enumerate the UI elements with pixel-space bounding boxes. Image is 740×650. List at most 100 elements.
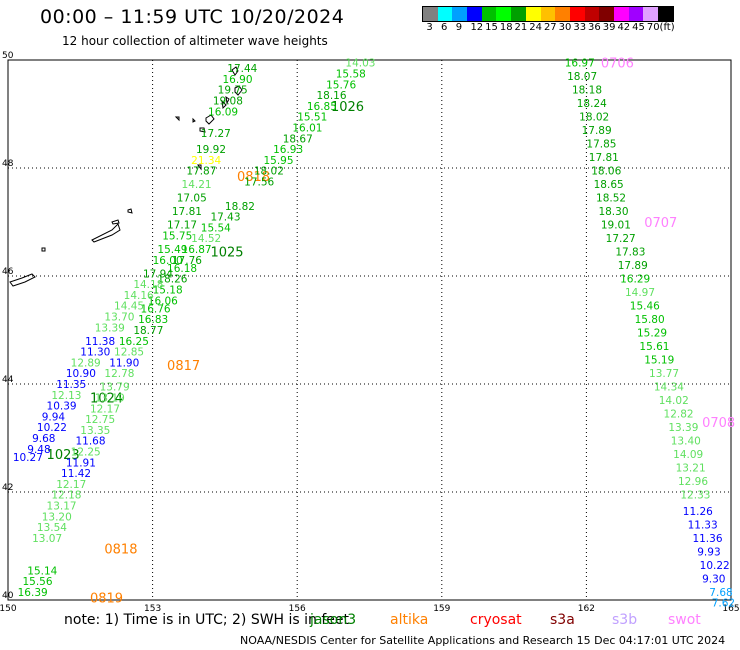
lat-tick-label: 44 [2, 375, 14, 385]
wave-height-label: 16.39 [18, 587, 48, 599]
wave-height-label: 14.02 [659, 395, 689, 407]
wave-height-label: 15.56 [22, 576, 52, 588]
wave-height-label: 17.89 [582, 125, 612, 137]
wave-height-label: 18.30 [598, 206, 628, 218]
color-swatch [658, 7, 673, 21]
track-time-label: 1023 [47, 448, 80, 463]
wave-height-label: 17.05 [177, 193, 207, 205]
wave-height-values: 14.0315.5815.7618.1616.8515.5116.0118.67… [13, 58, 735, 610]
wave-height-label: 10.27 [13, 452, 43, 464]
color-swatch [599, 7, 614, 21]
wave-height-label: 13.17 [47, 501, 77, 513]
satellite-legend-item: s3b [612, 612, 638, 628]
wave-height-label: 12.18 [51, 490, 81, 502]
wave-height-label: 12.75 [85, 414, 115, 426]
color-scale-label: 9 [455, 22, 463, 33]
lat-tick-label: 48 [2, 159, 14, 169]
color-scale-label: 24 [529, 22, 542, 33]
wave-height-label: 18.26 [157, 274, 187, 286]
wave-height-label: 15.75 [162, 231, 192, 243]
wave-height-label: 19.01 [601, 220, 631, 232]
wave-height-label: 18.82 [225, 201, 255, 213]
color-scale-label: 30 [558, 22, 572, 33]
color-scale-label: 6 [441, 22, 448, 33]
track-time-label: 0708 [702, 416, 735, 431]
wave-height-label: 16.29 [620, 274, 650, 286]
lon-tick-label: 150 [0, 604, 17, 614]
wave-height-label: 18.24 [577, 98, 607, 110]
wave-height-label: 10.90 [66, 368, 96, 380]
wave-height-label: 14.97 [625, 287, 655, 299]
wave-height-label: 17.85 [586, 139, 616, 151]
wave-height-label: 9.30 [702, 573, 725, 585]
page-title: 00:00 – 11:59 UTC 10/20/2024 [40, 6, 345, 28]
wave-height-label: 9.48 [27, 444, 50, 456]
wave-height-label: 15.46 [630, 301, 660, 313]
page-subtitle: 12 hour collection of altimeter wave hei… [62, 34, 328, 48]
wave-height-label: 16.25 [119, 336, 149, 348]
wave-height-label: 13.39 [95, 322, 125, 334]
wave-height-label: 10.39 [47, 401, 77, 413]
wave-height-label: 7.68 [709, 587, 732, 599]
color-scale-label: 27 [543, 22, 557, 33]
wave-height-label: 16.09 [208, 106, 238, 118]
wave-height-label: 13.77 [649, 368, 679, 380]
wave-height-label: 17.56 [244, 177, 274, 189]
wave-height-label: 12.17 [90, 403, 120, 415]
coastline-islands [9, 66, 243, 287]
color-swatch [423, 7, 438, 21]
wave-height-label: 13.54 [37, 522, 67, 534]
wave-height-label: 12.82 [664, 409, 694, 421]
map-frame [7, 59, 732, 601]
wave-height-label: 11.68 [75, 436, 105, 448]
wave-height-label: 10.22 [700, 560, 730, 572]
wave-height-label: 11.33 [688, 519, 718, 531]
wave-height-label: 16.97 [565, 58, 595, 70]
wave-height-label: 15.49 [157, 244, 187, 256]
color-swatch [496, 7, 512, 21]
wave-height-label: 13.40 [671, 436, 701, 448]
wave-height-label: 12.96 [678, 476, 708, 488]
wave-height-label: 16.06 [148, 295, 178, 307]
lon-tick-label: 156 [289, 604, 306, 614]
lat-tick-label: 40 [2, 591, 14, 601]
wave-height-label: 16.76 [141, 303, 171, 315]
color-swatch [643, 7, 658, 21]
color-swatch [511, 7, 526, 21]
color-swatch [452, 7, 468, 21]
wave-height-label: 15.54 [201, 222, 231, 234]
wave-height-label: 19.92 [196, 144, 226, 156]
color-scale-label: 36 [588, 22, 601, 33]
wave-height-label: 17.87 [186, 166, 216, 178]
wave-height-label: 15.19 [644, 355, 674, 367]
wave-height-label: 14.16 [124, 290, 154, 302]
wave-height-label: 15.18 [153, 285, 183, 297]
wave-height-label: 9.68 [32, 433, 55, 445]
color-scale-label: 15 [485, 22, 498, 33]
color-scale-label: 33 [573, 22, 587, 33]
wave-height-label: 16.90 [222, 74, 252, 86]
color-swatch [540, 7, 556, 21]
track-time-label: 0817 [167, 359, 200, 374]
credit-line: NOAA/NESDIS Center for Satellite Applica… [240, 634, 726, 647]
wave-height-label: 16.00 [153, 255, 183, 267]
color-swatch [628, 7, 644, 21]
wave-height-label: 13.79 [100, 382, 130, 394]
color-scale-label: 3 [426, 22, 433, 33]
wave-height-label: 11.42 [61, 468, 91, 480]
wave-height-label: 18.07 [567, 71, 597, 83]
wave-height-label: 11.30 [80, 347, 110, 359]
wave-height-label: 11.91 [66, 457, 96, 469]
color-scale-label: 70 [646, 22, 660, 33]
wave-height-label: 12.17 [56, 479, 86, 491]
wave-height-label: 12.89 [71, 357, 101, 369]
lon-tick-label: 162 [578, 604, 595, 614]
color-scale-label: 39 [602, 22, 616, 33]
wave-height-label: 19.75 [218, 85, 248, 97]
lat-tick-label: 42 [2, 483, 13, 493]
wave-height-label: 14.03 [345, 58, 375, 70]
color-swatch [467, 7, 482, 21]
wave-height-label: 16.85 [307, 101, 337, 113]
color-swatch [584, 7, 600, 21]
wave-height-label: 12.13 [51, 390, 81, 402]
